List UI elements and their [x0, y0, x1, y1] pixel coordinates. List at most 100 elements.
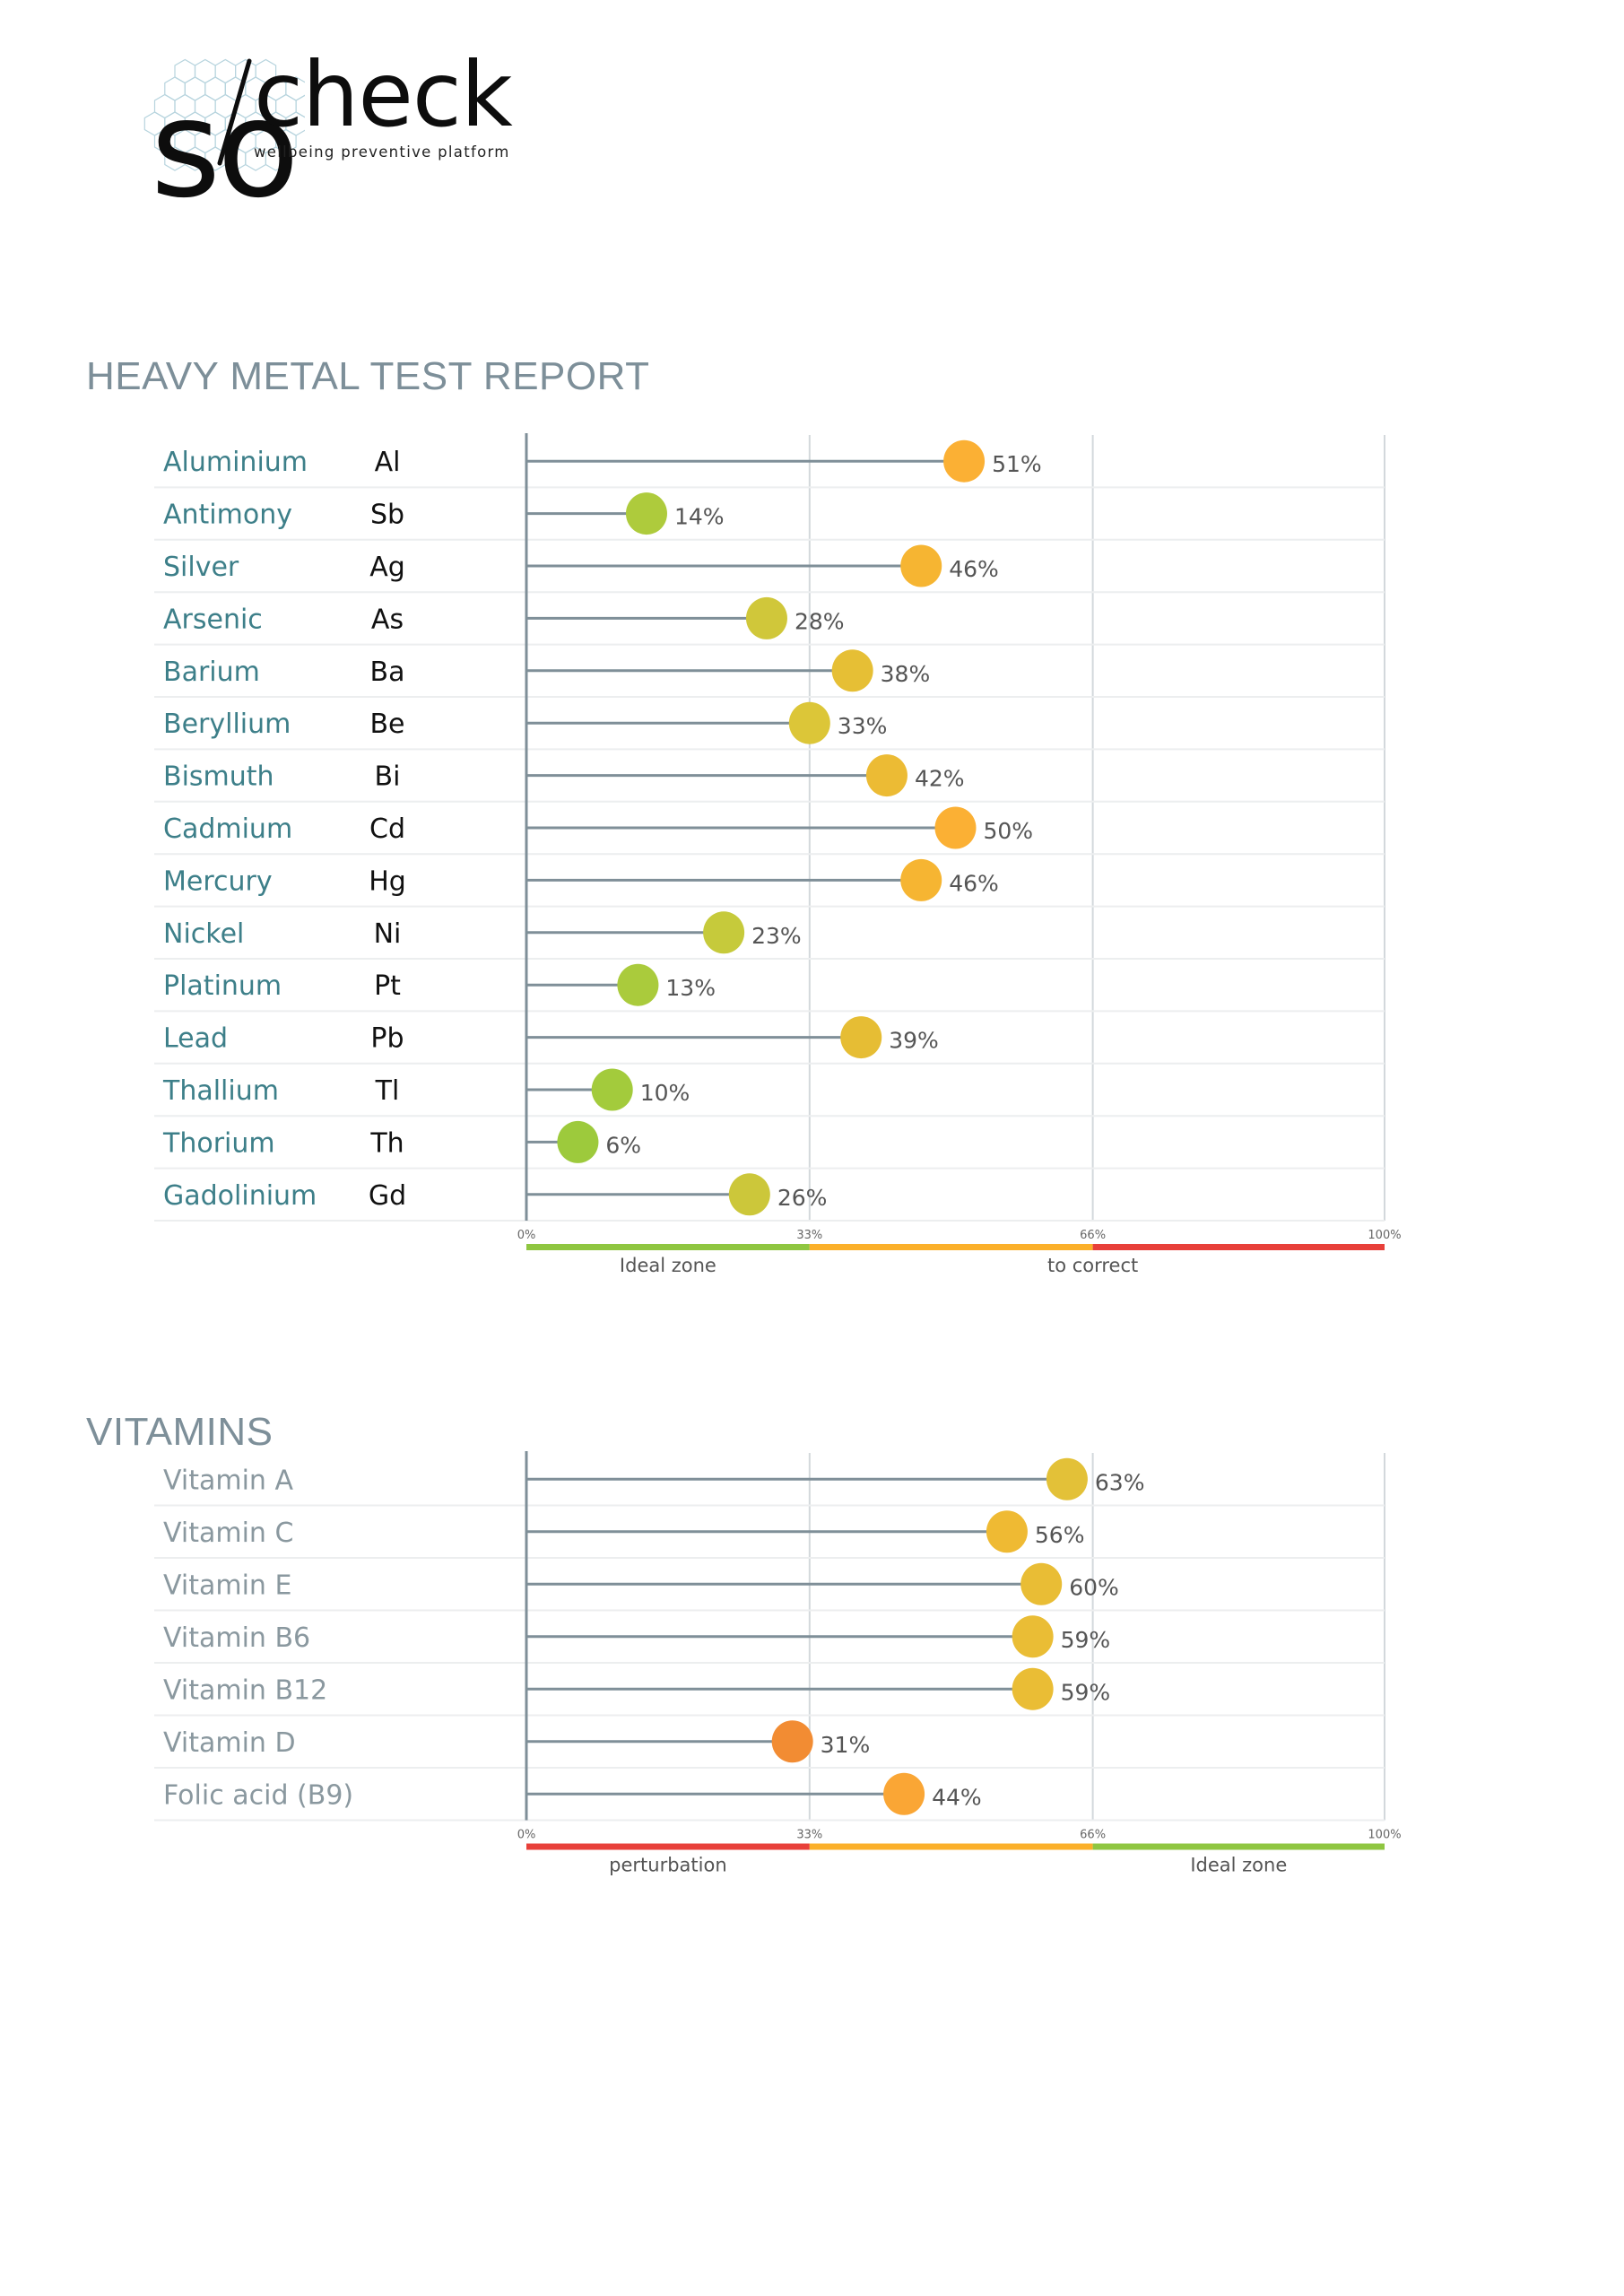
value-label: 60% [1069, 1574, 1119, 1600]
lollipop-dot [883, 1772, 925, 1815]
lollipop-dot [943, 439, 986, 483]
hexagon-cell [265, 146, 287, 171]
row-label: Aluminium [163, 447, 308, 478]
heavy-metal-chart: Aluminium Al 51% Antimony Sb 14% Silver Ag 46% Ar… [154, 433, 1402, 1276]
logo-tagline: wellbeing preventive platform [254, 144, 510, 161]
lollipop-dot [934, 806, 977, 849]
tick-label: 33% [796, 1229, 822, 1242]
logo-brand-right: check [254, 42, 513, 147]
element-symbol: Hg [369, 865, 406, 897]
value-label: 59% [1061, 1679, 1111, 1705]
element-symbol: Gd [369, 1180, 406, 1212]
element-symbol: Ni [374, 918, 402, 950]
zone-bar-segment [526, 1244, 810, 1250]
zone-bar-segment [809, 1843, 1093, 1850]
row-label: Beryllium [163, 709, 291, 740]
value-label: 33% [838, 713, 888, 739]
value-label: 26% [777, 1185, 828, 1211]
element-symbol: Be [369, 709, 404, 740]
zone-bar-segment [1092, 1843, 1385, 1850]
row-label: Bismuth [163, 761, 274, 793]
row-label: Gadolinium [163, 1180, 317, 1212]
row-label: Platinum [163, 970, 282, 1002]
zone-label: Ideal zone [1190, 1855, 1287, 1876]
lollipop-dot [703, 911, 745, 954]
zone-bar-segment [1092, 1244, 1385, 1250]
value-label: 46% [949, 556, 999, 582]
value-label: 50% [984, 818, 1034, 844]
tick-label: 100% [1368, 1829, 1401, 1842]
lollipop-dot [865, 754, 908, 797]
row-label: Silver [163, 552, 239, 583]
lollipop-dot [1012, 1615, 1054, 1658]
lollipop-dot [617, 963, 659, 1006]
lollipop-dot [1046, 1457, 1088, 1500]
zone-bar-segment [526, 1843, 810, 1850]
value-label: 42% [915, 766, 965, 792]
tick-label: 33% [796, 1829, 822, 1842]
row-label: Mercury [163, 865, 273, 897]
zone-label: Ideal zone [620, 1255, 716, 1276]
heavy-metal-title: HEAVY METAL TEST REPORT [86, 354, 650, 398]
element-symbol: Ba [370, 657, 405, 688]
value-label: 28% [795, 608, 845, 634]
hexagon-pattern-icon [143, 58, 305, 171]
lollipop-dot [745, 596, 787, 639]
value-label: 10% [640, 1080, 690, 1106]
tick-label: 100% [1368, 1229, 1401, 1242]
row-label: Cadmium [163, 813, 292, 845]
row-label: Vitamin B6 [163, 1622, 310, 1654]
tick-label: 66% [1080, 1229, 1106, 1242]
row-label: Arsenic [163, 604, 263, 635]
value-label: 23% [751, 923, 802, 949]
lollipop-dot [831, 649, 873, 692]
vitamins-chart: Vitamin A 63% Vitamin C 56% Vitamin E 60% Vita… [154, 1451, 1402, 1876]
lollipop-dot [1012, 1667, 1054, 1710]
row-label: Vitamin B12 [163, 1674, 327, 1706]
row-label: Folic acid (B9) [163, 1779, 353, 1811]
element-symbol: Th [369, 1127, 404, 1159]
value-label: 51% [992, 451, 1042, 477]
tick-label: 0% [517, 1829, 536, 1842]
lollipop-dot [591, 1068, 633, 1111]
lollipop-dot [1020, 1562, 1063, 1605]
lollipop-dot [840, 1016, 882, 1059]
element-symbol: As [371, 604, 404, 635]
row-label: Vitamin A [163, 1465, 293, 1496]
tick-label: 0% [517, 1229, 536, 1242]
row-label: Thorium [162, 1127, 275, 1159]
socheck-logo: so check wellbeing preventive platform [72, 42, 538, 217]
element-symbol: Pb [370, 1023, 404, 1055]
row-label: Vitamin D [163, 1727, 296, 1759]
element-symbol: Tl [375, 1075, 400, 1107]
element-symbol: Pt [374, 970, 401, 1002]
zone-label: perturbation [609, 1855, 727, 1876]
zone-label: to correct [1047, 1255, 1138, 1276]
lollipop-dot [900, 858, 942, 901]
vitamins-title: VITAMINS [86, 1410, 274, 1454]
logo-slash-icon [217, 58, 252, 166]
row-label: Vitamin C [163, 1518, 293, 1549]
tick-label: 66% [1080, 1829, 1106, 1842]
row-label: Barium [163, 657, 260, 688]
row-label: Lead [163, 1023, 228, 1055]
value-label: 38% [881, 661, 931, 687]
row-label: Thallium [162, 1075, 279, 1107]
lollipop-dot [728, 1173, 770, 1216]
value-label: 39% [889, 1028, 939, 1054]
element-symbol: Al [375, 447, 401, 478]
element-symbol: Sb [370, 500, 404, 531]
row-label: Nickel [163, 918, 244, 950]
lollipop-dot [557, 1120, 599, 1163]
row-label: Vitamin E [163, 1570, 291, 1601]
value-label: 13% [665, 975, 716, 1001]
lollipop-dot [900, 544, 942, 587]
lollipop-dot [788, 701, 830, 744]
lollipop-dot [625, 492, 667, 535]
element-symbol: Cd [369, 813, 405, 845]
value-label: 56% [1035, 1522, 1085, 1548]
element-symbol: Bi [375, 761, 401, 793]
lollipop-dot [771, 1720, 813, 1763]
value-label: 63% [1095, 1469, 1145, 1495]
row-label: Antimony [163, 500, 292, 531]
